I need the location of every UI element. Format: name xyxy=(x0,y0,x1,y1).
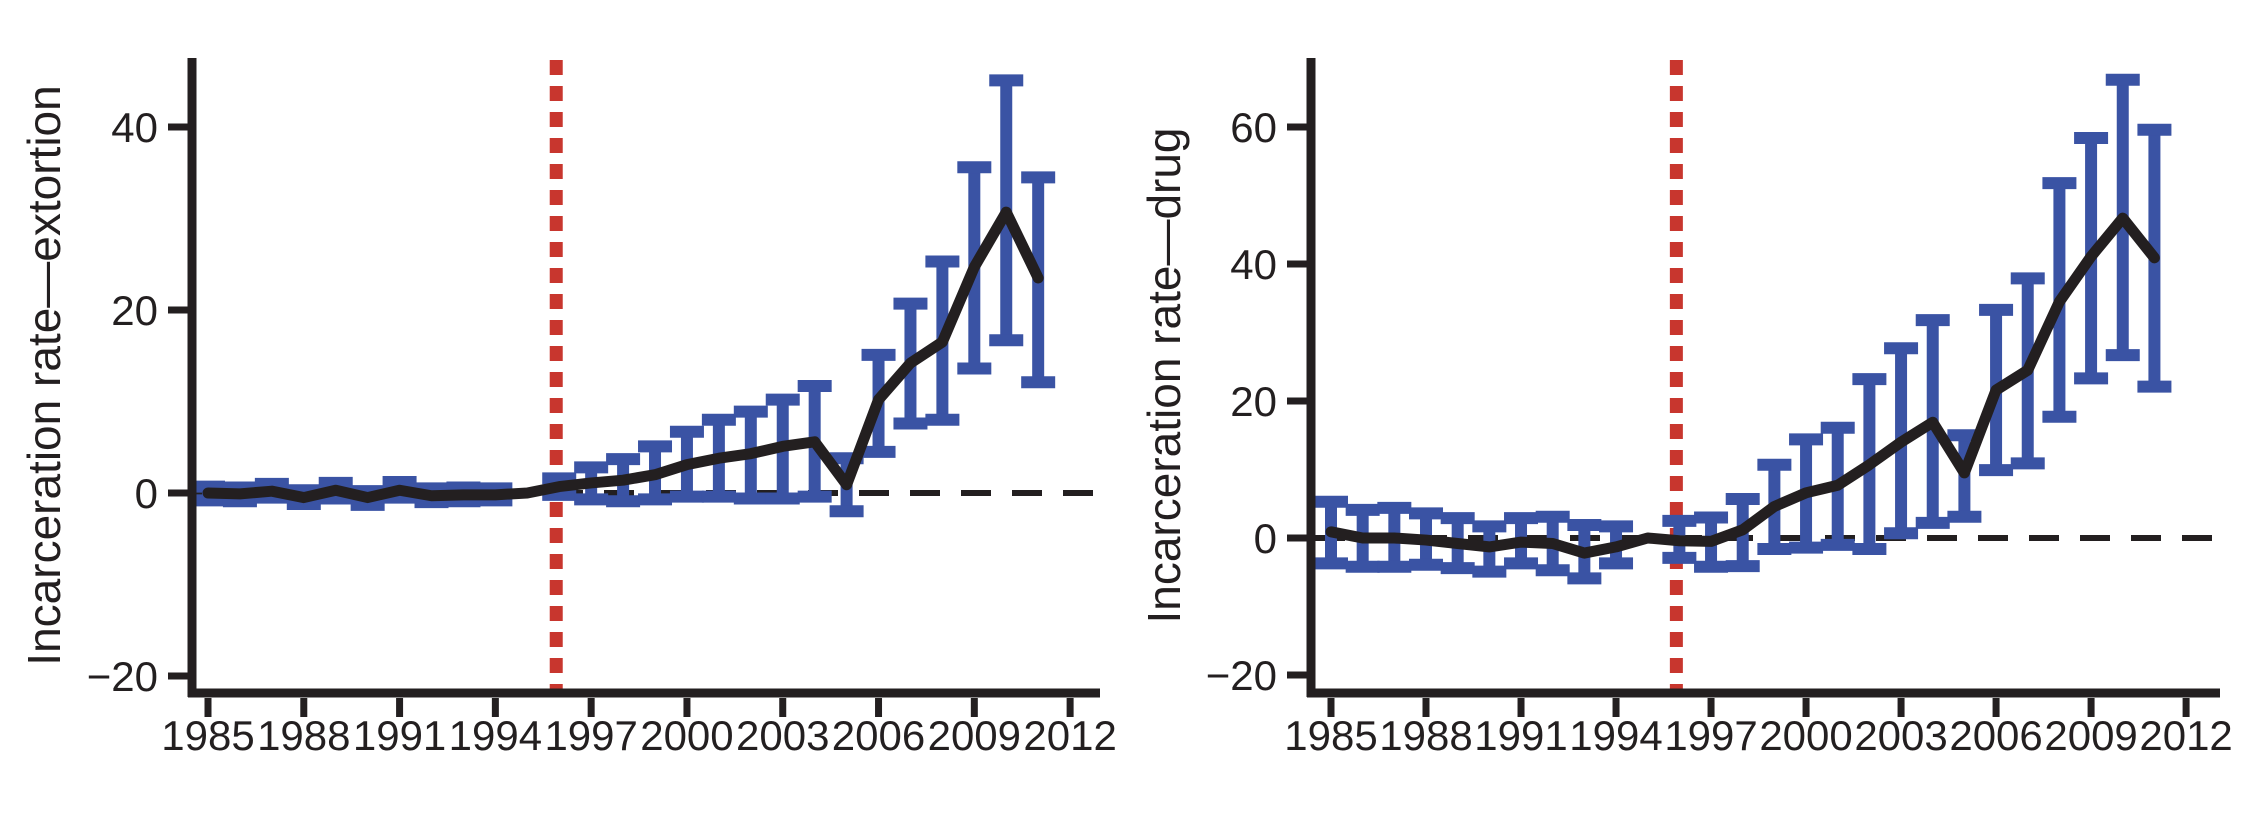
y-tick-label: 20 xyxy=(1230,378,1277,425)
x-tick-label: 1985 xyxy=(1284,712,1377,759)
estimate-line xyxy=(1325,212,2160,559)
x-tick-label: 1997 xyxy=(1664,712,1757,759)
y-ticks: −20 0 20 40 xyxy=(87,104,188,700)
y-tick-label: 60 xyxy=(1230,104,1277,151)
y-tick-label: −20 xyxy=(1206,652,1277,699)
x-tick-label: 1997 xyxy=(544,712,637,759)
x-tick-label: 2012 xyxy=(2139,712,2232,759)
y-axis-title: Incarceration rate—extortion xyxy=(18,85,70,665)
y-tick-label: 40 xyxy=(1230,241,1277,288)
x-tick-label: 2009 xyxy=(928,712,1021,759)
x-tick-label: 2009 xyxy=(2044,712,2137,759)
y-tick-label: −20 xyxy=(87,653,158,700)
x-tick-label: 1994 xyxy=(1569,712,1662,759)
x-tick-label: 1991 xyxy=(1474,712,1567,759)
y-axis-title: Incarceration rate—drug xyxy=(1138,127,1190,623)
estimate-line xyxy=(202,206,1044,504)
x-tick-label: 2003 xyxy=(736,712,829,759)
y-ticks: −20 0 20 40 60 xyxy=(1206,104,1307,699)
x-ticks: 1985 1988 1991 1994 1997 2000 2003 2006 2009 2012 xyxy=(161,698,1117,759)
x-tick-label: 2003 xyxy=(1854,712,1947,759)
x-tick-label: 2012 xyxy=(1023,712,1116,759)
y-tick-label: 40 xyxy=(111,104,158,151)
x-tick-label: 1985 xyxy=(161,712,254,759)
y-tick-label: 0 xyxy=(135,470,158,517)
x-tick-label: 1994 xyxy=(449,712,542,759)
x-tick-label: 2000 xyxy=(640,712,733,759)
y-tick-label: 0 xyxy=(1254,515,1277,562)
x-tick-label: 2000 xyxy=(1759,712,1852,759)
y-tick-label: 20 xyxy=(111,287,158,334)
x-tick-label: 1988 xyxy=(257,712,350,759)
x-tick-label: 1991 xyxy=(353,712,446,759)
x-tick-label: 2006 xyxy=(1949,712,2042,759)
x-tick-label: 1988 xyxy=(1379,712,1472,759)
confidence-intervals xyxy=(191,74,1056,518)
x-ticks: 1985 1988 1991 1994 1997 2000 2003 2006 2009 2012 xyxy=(1284,698,2233,759)
x-tick-label: 2006 xyxy=(832,712,925,759)
panel-extortion: −20 0 20 40 1985 1988 1991 1994 1997 2000 2003 2006… xyxy=(18,58,1117,759)
